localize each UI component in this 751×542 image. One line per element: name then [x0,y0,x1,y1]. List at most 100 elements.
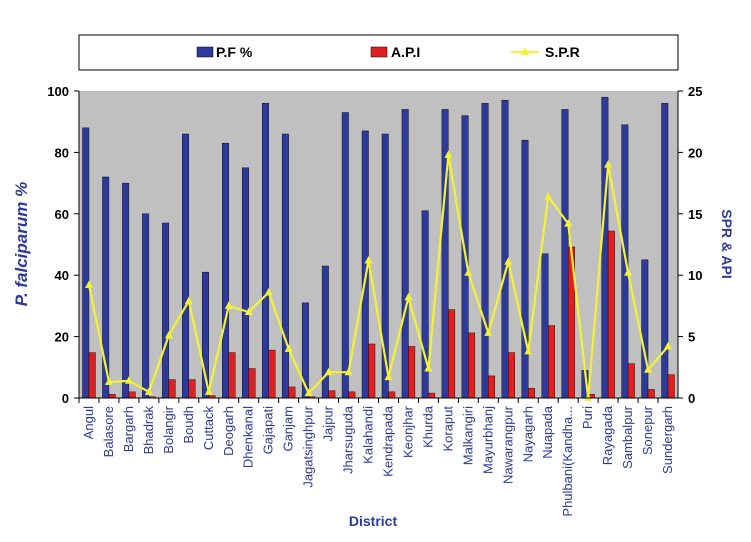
bar-api [468,332,476,399]
bar-pf [481,103,489,399]
x-tick-label: Phulbani(Kandha... [560,406,575,517]
spr-point [384,372,393,381]
x-tick-label: Kendrapada [380,405,395,477]
bar-api [288,386,296,399]
spr-point [124,376,133,384]
x-tick-label: Gajapati [261,406,276,455]
bar-api [408,346,416,399]
spr-point [104,377,113,386]
spr-point [184,296,193,304]
spr-point [144,387,153,395]
bar-api [348,391,356,399]
x-tick-label: Kalahandi [361,406,376,464]
spr-point [524,346,533,355]
x-tick-label: Bolangir [161,405,176,453]
x-tick-label: Jajpur [321,405,336,441]
x-tick-label: Deogarh [221,406,236,456]
spr-point [284,344,293,352]
legend-label-pf: P.F % [216,44,253,60]
left-tick-label: 100 [47,84,69,99]
spr-point [304,388,313,397]
spr-point [664,341,673,350]
bar-pf [222,142,229,399]
spr-point [444,150,453,158]
x-tick-label: Mayurbhanj [480,406,495,474]
bar-pf [341,112,349,399]
spr-point [344,367,353,376]
right-tick-label: 5 [688,330,695,345]
spr-point [404,292,413,301]
bar-api [388,391,396,399]
x-tick-label: Malkangiri [460,406,475,465]
bar-pf [142,213,150,399]
left-axis-title: P. falciparum % [12,182,31,306]
bar-pf [521,139,529,399]
bar-api [268,349,276,399]
bar-api [448,309,456,399]
x-tick-label: Cuttack [201,406,216,451]
bar-api [108,394,116,399]
bar-pf [162,222,170,399]
x-tick-label: Sonepur [640,405,655,455]
spr-point [204,387,213,395]
spr-line [87,153,669,400]
spr-point [544,192,553,200]
x-tick-label: Dhenkanal [241,406,256,468]
bar-api [508,352,515,399]
bar-api [248,368,256,399]
spr-point [504,257,513,265]
spr-point [564,219,573,227]
x-tick-label: Sundergarh [660,406,675,474]
bar-api [328,390,336,399]
x-axis-title: District [349,513,398,529]
spr-point [364,255,373,264]
spr-point [624,268,633,276]
x-tick-label: Angul [81,406,96,439]
legend-swatch-api [370,46,388,58]
plot-area [79,91,678,398]
x-tick-label: Nayagarh [520,406,535,462]
bar-api [528,387,535,399]
x-tick-label: Jagatsinghpur [301,405,316,487]
legend: P.F % A.P.I S.P.R [196,44,580,60]
left-tick-label: 0 [62,391,69,406]
left-tick-label: 20 [55,330,69,345]
legend-label-api: A.P.I [391,44,420,60]
bar-api [647,389,655,399]
bar-pf [261,103,269,399]
bar-pf [82,127,90,399]
x-tick-label: Khurda [420,405,435,448]
spr-point [584,393,593,401]
right-axis-ticks: 0 5 10 15 20 25 [678,84,702,406]
legend-label-spr: S.P.R [545,44,580,60]
bar-api [368,343,376,399]
bar-api [188,379,196,399]
x-tick-label: Bhadrak [141,406,156,455]
bar-pf [601,96,609,399]
spr-point [244,307,253,316]
bar-api [488,375,496,399]
bar-pf [501,100,509,399]
legend-marker-spr [520,47,530,55]
legend-swatch-pf [196,46,214,58]
spr-point [604,160,613,168]
bar-api [428,392,436,399]
x-tick-label: Rayagada [600,405,615,465]
bar-pf [182,133,190,399]
x-tick-label: Keonjhar [400,405,415,458]
left-tick-label: 80 [55,145,69,160]
spr-point [324,367,333,376]
spr-point [264,287,273,296]
left-axis-ticks: 0 20 40 60 80 100 [47,84,79,406]
left-tick-label: 40 [55,268,69,283]
x-tick-label: Jharsuguda [341,405,356,474]
bar-pf [242,167,249,399]
spr-point [464,268,473,276]
bar-api [168,379,176,399]
left-tick-label: 60 [55,207,69,222]
bar-api [128,391,136,399]
spr-point [164,330,173,339]
bar-pf [621,124,629,399]
bar-pf [122,182,130,399]
